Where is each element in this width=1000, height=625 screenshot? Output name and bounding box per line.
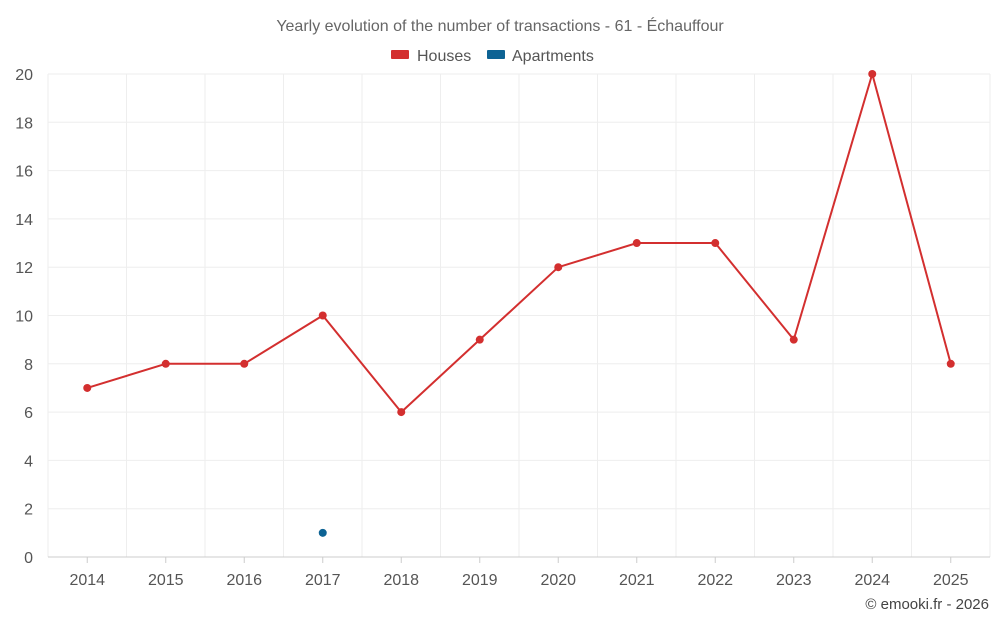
data-point-houses[interactable] <box>632 239 641 248</box>
data-point-houses[interactable] <box>240 359 249 368</box>
data-point-houses[interactable] <box>397 408 406 417</box>
y-tick-label: 14 <box>15 212 33 229</box>
x-tick-label: 2023 <box>776 572 812 589</box>
series-line-houses <box>86 73 952 414</box>
series <box>83 70 955 537</box>
grid <box>47 73 991 558</box>
data-point-houses[interactable] <box>711 239 720 248</box>
x-tick-label: 2024 <box>854 572 890 589</box>
x-tick-label: 2021 <box>619 572 655 589</box>
x-tick-label: 2017 <box>305 572 341 589</box>
credit-text: © emooki.fr - 2026 <box>865 596 989 613</box>
data-point-houses[interactable] <box>83 383 92 392</box>
y-tick-label: 0 <box>24 550 33 567</box>
data-point-houses[interactable] <box>868 70 877 78</box>
legend-swatch-apartments <box>487 50 505 59</box>
data-point-houses[interactable] <box>789 335 798 344</box>
x-tick-label: 2016 <box>226 572 262 589</box>
x-tick-label: 2019 <box>462 572 498 589</box>
y-tick-label: 8 <box>24 357 33 374</box>
legend-label-apartments[interactable]: Apartments <box>512 48 594 65</box>
y-tick-label: 16 <box>15 164 33 181</box>
x-tick-label: 2022 <box>697 572 733 589</box>
legend[interactable]: Houses Apartments <box>391 48 594 65</box>
x-tick-label: 2014 <box>69 572 105 589</box>
data-point-apartments[interactable] <box>318 528 327 537</box>
x-tick-label: 2020 <box>540 572 576 589</box>
y-tick-label: 4 <box>24 453 33 470</box>
data-point-houses[interactable] <box>946 359 955 368</box>
x-axis-ticks: 2014 2015 2016 2017 2018 2019 2020 2021 2022 2023… <box>69 557 969 589</box>
x-tick-label: 2018 <box>383 572 419 589</box>
data-point-houses[interactable] <box>554 263 563 272</box>
x-tick-label: 2015 <box>148 572 184 589</box>
y-tick-label: 6 <box>24 405 33 422</box>
data-point-houses[interactable] <box>318 311 327 320</box>
data-point-houses[interactable] <box>161 359 170 368</box>
y-tick-label: 20 <box>15 67 33 84</box>
data-point-houses[interactable] <box>475 335 484 344</box>
y-axis-ticks: 0 2 4 6 8 10 12 14 16 18 20 <box>15 67 33 567</box>
y-tick-label: 2 <box>24 502 33 519</box>
legend-label-houses[interactable]: Houses <box>417 48 471 65</box>
y-tick-label: 18 <box>15 115 33 132</box>
legend-swatch-houses <box>391 50 409 59</box>
y-tick-label: 10 <box>15 309 33 326</box>
y-tick-label: 12 <box>15 260 33 277</box>
x-tick-label: 2025 <box>933 572 969 589</box>
chart-title: Yearly evolution of the number of transa… <box>276 16 724 35</box>
